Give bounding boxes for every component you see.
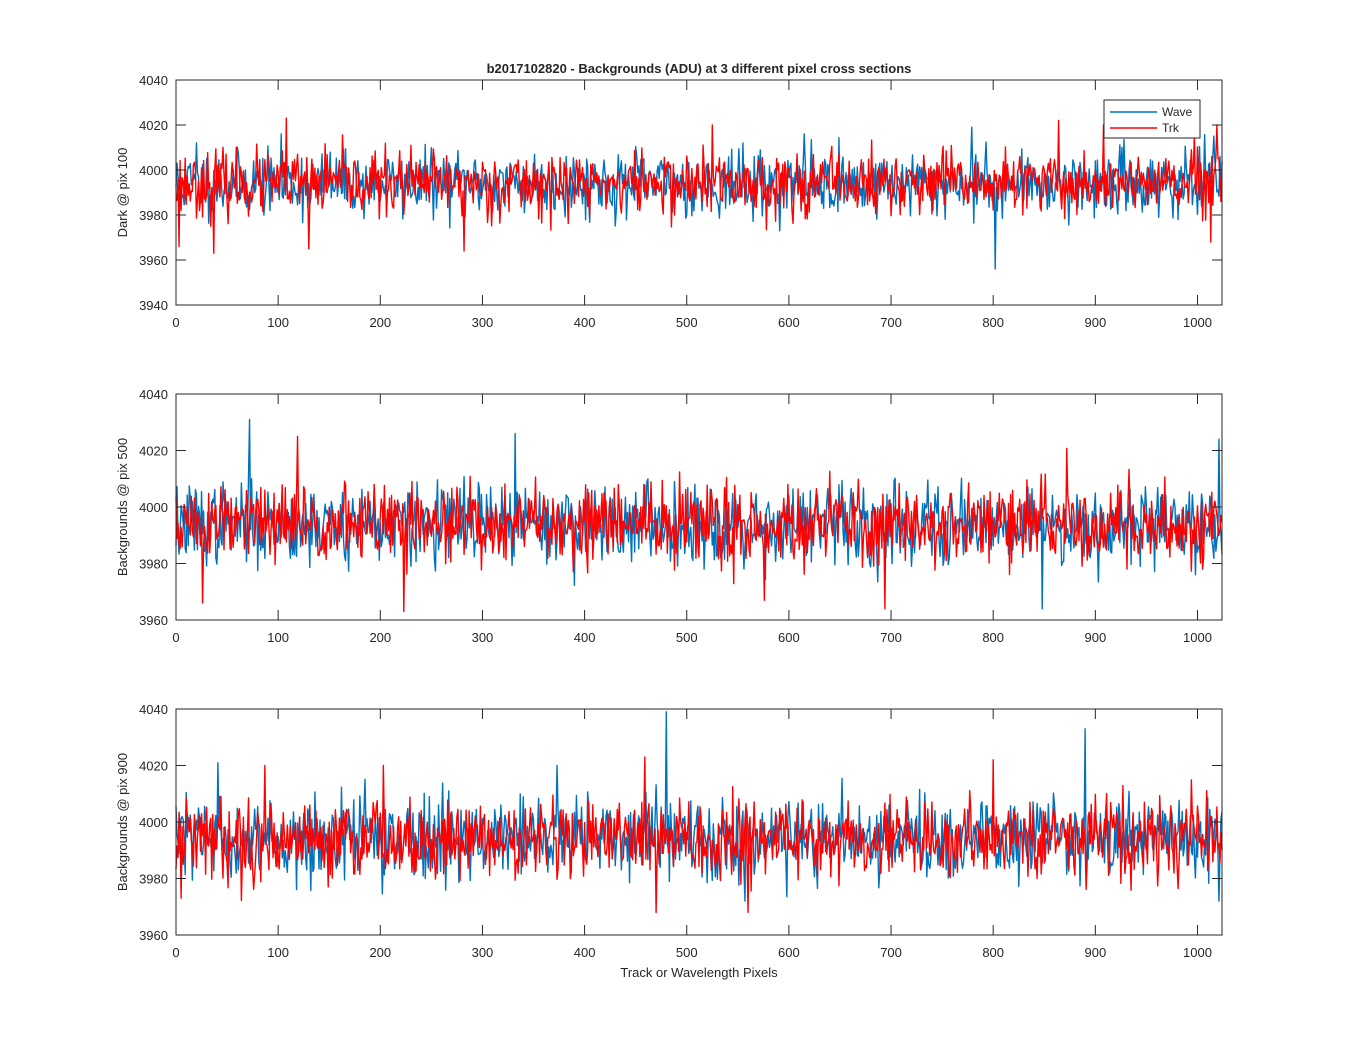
y-tick-label: 3980 [139,872,168,887]
x-tick-label: 500 [676,315,698,330]
x-axis-label: Track or Wavelength Pixels [620,965,778,980]
y-tick-label: 4020 [139,118,168,133]
y-tick-label: 4020 [139,444,168,459]
x-tick-label: 0 [172,945,179,960]
x-tick-label: 300 [472,630,494,645]
x-tick-label: 0 [172,630,179,645]
plot-area [176,394,1222,620]
x-tick-label: 400 [574,315,596,330]
series-line-trk [175,756,1223,914]
y-axis-label: Dark @ pix 100 [115,148,130,238]
x-tick-label: 500 [676,945,698,960]
legend-box [1103,99,1201,139]
y-tick-label: 4040 [139,73,168,88]
x-tick-label: 0 [172,315,179,330]
legend-trk-label: Trk [1162,121,1180,135]
x-tick-label: 900 [1084,945,1106,960]
series-line-trk [175,435,1223,613]
x-tick-label: 700 [880,630,902,645]
x-tick-label: 700 [880,945,902,960]
y-tick-label: 4040 [139,387,168,402]
x-tick-label: 100 [267,630,289,645]
x-tick-label: 400 [574,945,596,960]
x-tick-label: 200 [369,315,391,330]
series-line-trk [175,117,1223,254]
y-tick-label: 3960 [139,613,168,628]
y-tick-label: 4000 [139,163,168,178]
y-tick-label: 3980 [139,557,168,572]
y-tick-label: 4040 [139,702,168,717]
y-tick-label: 3940 [139,298,168,313]
x-tick-label: 800 [982,630,1004,645]
y-tick-label: 4000 [139,815,168,830]
axes-box [175,79,1223,306]
subplot-dark-pix-100: 0 100 200 300 400 500 600 700 800 900 1000 3940 3960… [115,73,1223,330]
y-axis-label: Backgrounds @ pix 900 [115,753,130,891]
x-tick-label: 100 [267,945,289,960]
y-tick-label: 3960 [139,928,168,943]
legend: Wave Trk [1103,99,1201,139]
x-tick-label: 1000 [1183,315,1212,330]
x-tick-label: 1000 [1183,630,1212,645]
x-tick-label: 600 [778,630,800,645]
x-tick-label: 100 [267,315,289,330]
subplot-backgrounds-pix-500: 0 100 200 300 400 500 600 700 800 900 1000 3960 3980… [115,387,1223,645]
x-tick-label: 200 [369,945,391,960]
x-tick-label: 1000 [1183,945,1212,960]
x-tick-label: 800 [982,315,1004,330]
x-tick-label: 900 [1084,630,1106,645]
y-axis-label: Backgrounds @ pix 500 [115,438,130,576]
x-tick-label: 800 [982,945,1004,960]
chart-title: b2017102820 - Backgrounds (ADU) at 3 dif… [487,61,912,76]
x-tick-label: 500 [676,630,698,645]
x-tick-label: 300 [472,315,494,330]
x-tick-label: 300 [472,945,494,960]
y-tick-label: 3960 [139,253,168,268]
x-tick-label: 700 [880,315,902,330]
x-tick-label: 900 [1084,315,1106,330]
legend-wave-label: Wave [1162,105,1193,119]
x-tick-label: 200 [369,630,391,645]
y-tick-label: 4020 [139,759,168,774]
x-tick-label: 600 [778,945,800,960]
x-tick-label: 600 [778,315,800,330]
y-tick-label: 3980 [139,208,168,223]
x-tick-label: 400 [574,630,596,645]
subplot-backgrounds-pix-900: 0 100 200 300 400 500 600 700 800 900 1000 3960 3980… [115,702,1223,960]
y-tick-label: 4000 [139,500,168,515]
